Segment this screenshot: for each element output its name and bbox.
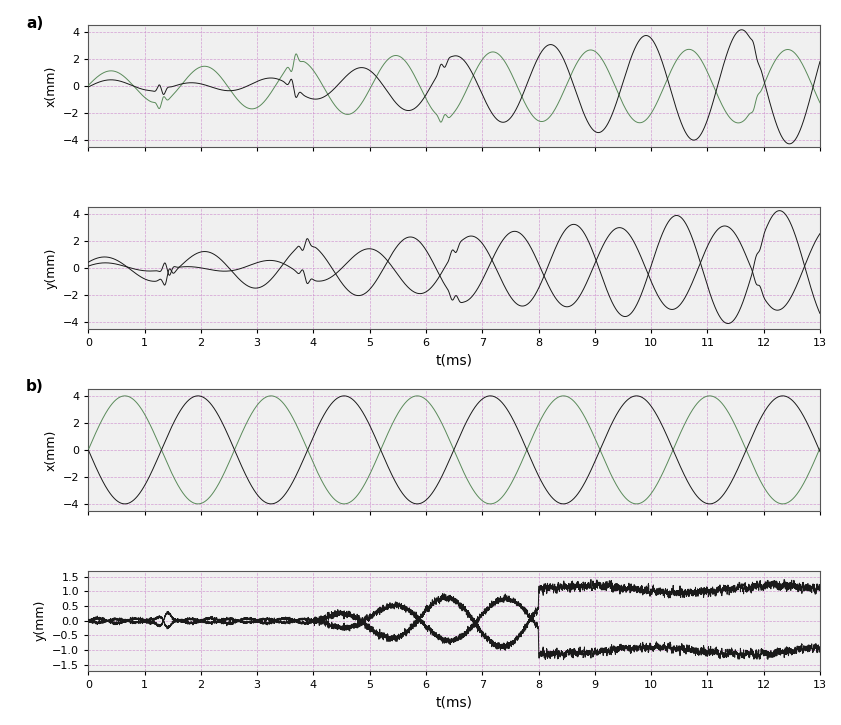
Y-axis label: x(mm): x(mm) (45, 429, 57, 471)
Y-axis label: y(mm): y(mm) (34, 600, 47, 642)
Text: a): a) (26, 16, 44, 30)
Y-axis label: y(mm): y(mm) (45, 247, 57, 289)
Text: b): b) (26, 379, 44, 394)
Y-axis label: x(mm): x(mm) (45, 65, 57, 107)
X-axis label: t(ms): t(ms) (436, 695, 473, 709)
X-axis label: t(ms): t(ms) (436, 353, 473, 368)
